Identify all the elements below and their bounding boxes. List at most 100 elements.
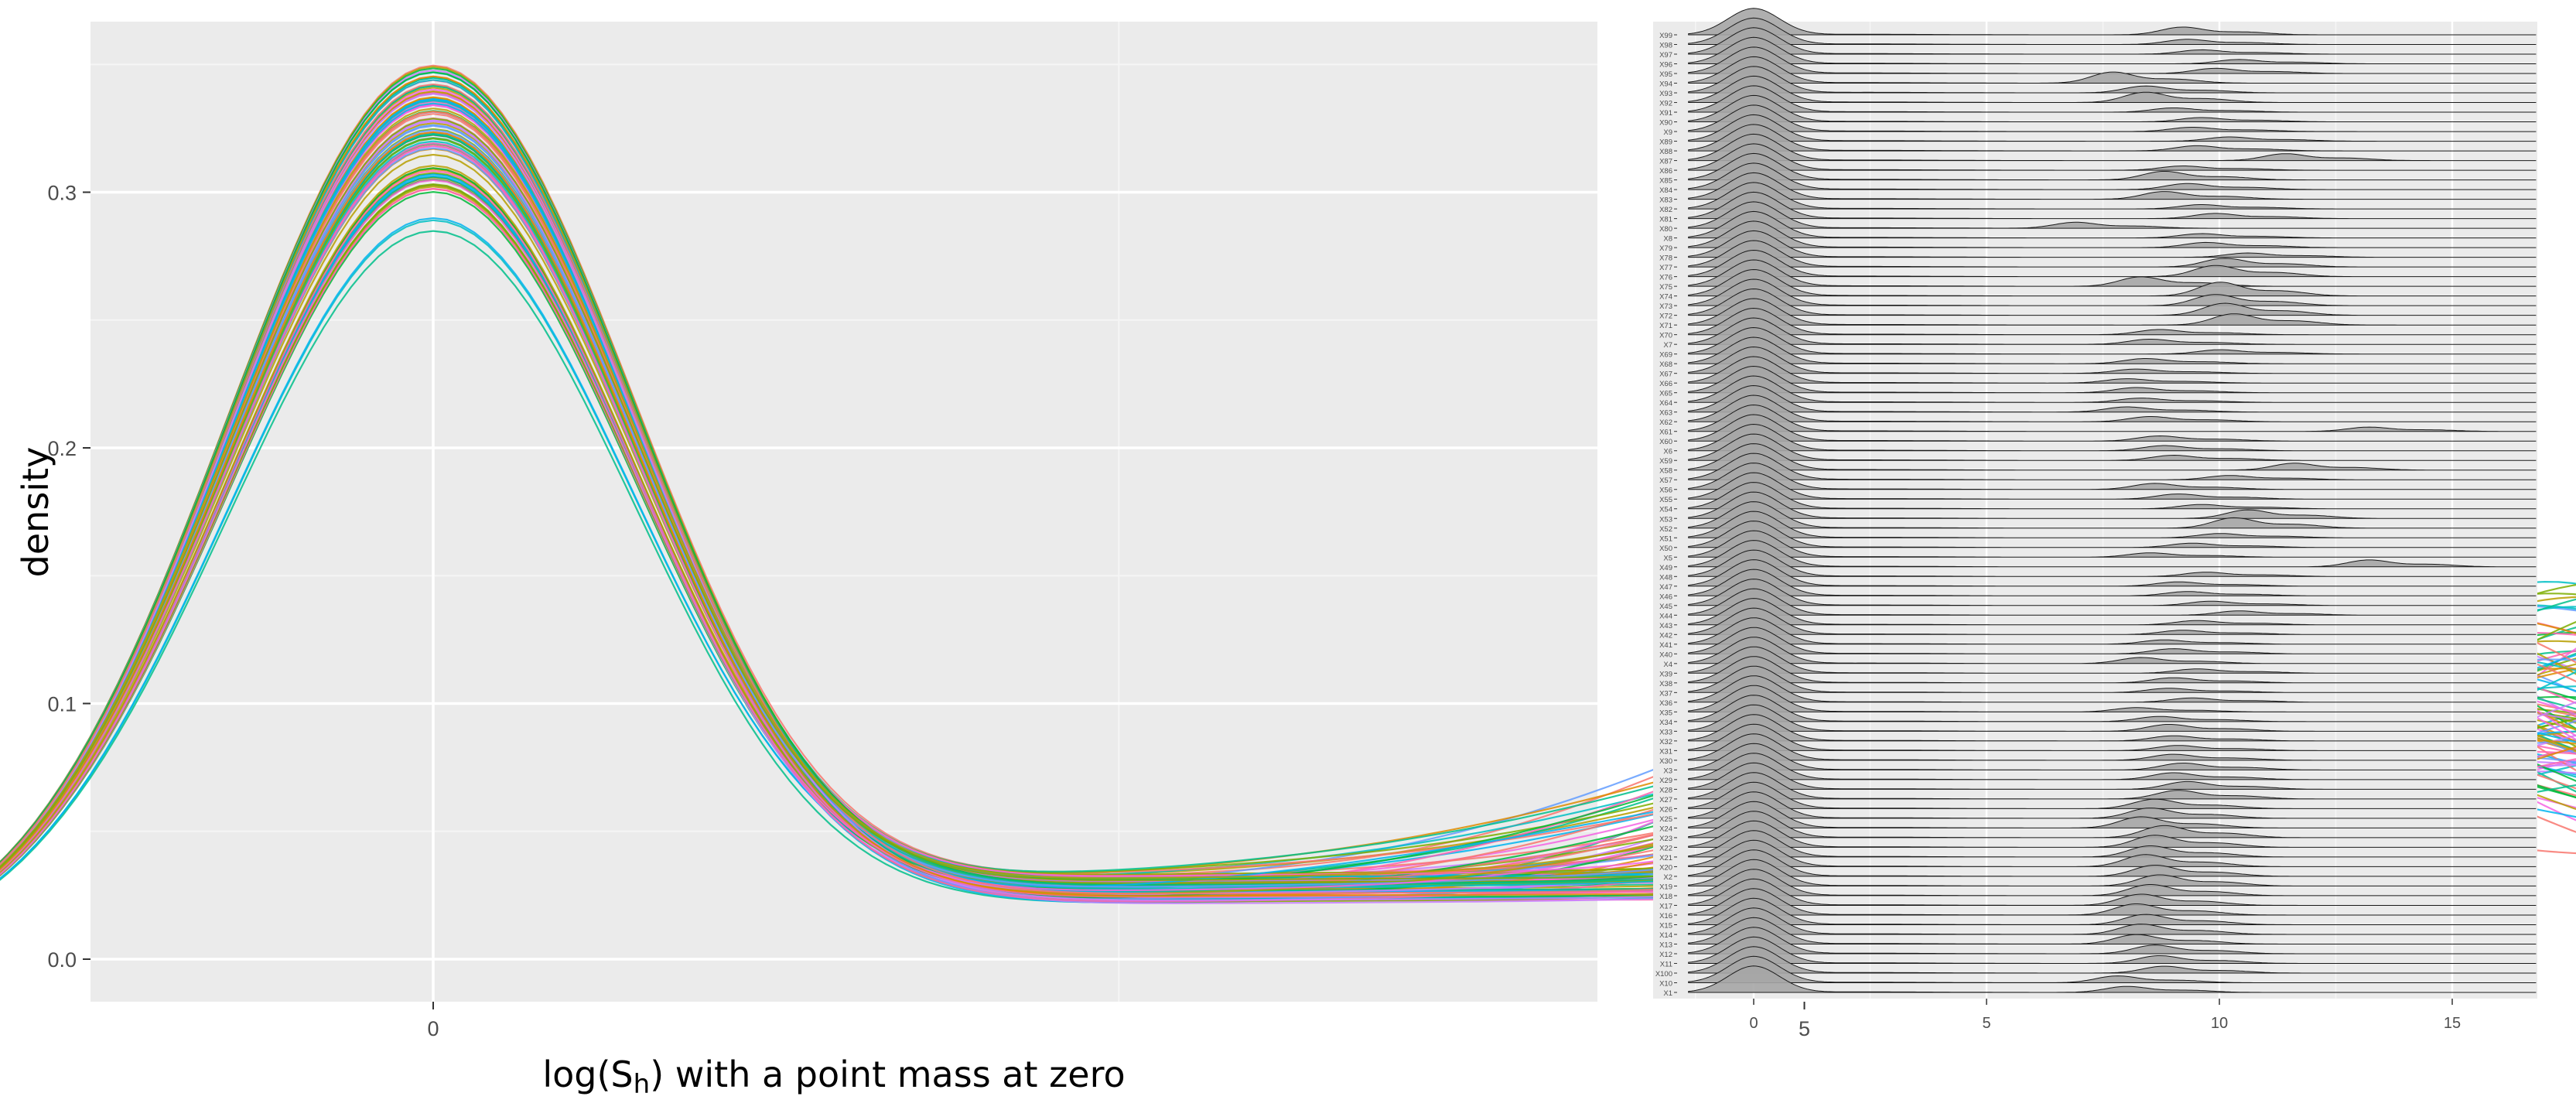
ridge-row-label: X48 [1659, 573, 1672, 582]
ridge-row-label: X68 [1659, 360, 1672, 369]
ridge-row-label: X51 [1659, 535, 1672, 543]
ridge-row-label: X20 [1659, 863, 1672, 872]
ridge-density [1688, 965, 2537, 993]
right-x-tick-label: 10 [2211, 1015, 2228, 1032]
ridge-row-label: X92 [1659, 100, 1672, 108]
ridge-row-label: X66 [1659, 380, 1672, 388]
ridge-row-label: X7 [1663, 341, 1672, 350]
ridge-row-label: X3 [1663, 767, 1672, 775]
ridge-row-label: X35 [1659, 709, 1672, 717]
left-plot-background [91, 22, 1597, 1002]
ridge-row-label: X89 [1659, 138, 1672, 147]
ridge-row-label: X2 [1663, 873, 1672, 882]
left-x-axis-title: log(Sh) with a point mass at zero [542, 1054, 1125, 1100]
ridge-row-label: X54 [1659, 506, 1672, 514]
ridge-row-label: X50 [1659, 545, 1672, 553]
ridge-row-label: X41 [1659, 641, 1672, 650]
left-y-tick-label: 0.0 [47, 948, 77, 972]
ridge-row-label: X13 [1659, 941, 1672, 949]
left-y-tick-label: 0.1 [47, 693, 77, 716]
ridge-row-label: X24 [1659, 825, 1672, 833]
ridge-row-label: X37 [1659, 689, 1672, 698]
ridge-row-label: X71 [1659, 322, 1672, 330]
x-title-rest: ) with a point mass at zero [650, 1054, 1125, 1095]
ridge-row-label: X77 [1659, 264, 1672, 272]
ridge-row-label: X5 [1663, 554, 1672, 562]
ridge-row-label: X18 [1659, 893, 1672, 901]
left-y-tick-label: 0.2 [47, 437, 77, 460]
ridge-row-label: X61 [1659, 429, 1672, 437]
ridge-row-label: X64 [1659, 399, 1672, 408]
ridge-row-label: X100 [1655, 970, 1672, 979]
ridge-row-label: X33 [1659, 728, 1672, 736]
ridge-row-label: X42 [1659, 631, 1672, 640]
ridge-row-label: X25 [1659, 815, 1672, 824]
ridge-row-label: X17 [1659, 902, 1672, 910]
ridge-row-label: X23 [1659, 835, 1672, 843]
ridge-row-label: X32 [1659, 738, 1672, 746]
ridge-row-label: X4 [1663, 661, 1672, 669]
right-x-tick-label: 0 [1749, 1015, 1758, 1032]
right-x-tick-label: 15 [2444, 1015, 2461, 1032]
ridge-row-label: X14 [1659, 931, 1672, 940]
right-x-tick-label: 5 [1982, 1015, 1990, 1032]
ridge-row-label: X40 [1659, 651, 1672, 659]
ridge-row-label: X53 [1659, 515, 1672, 524]
ridge-row-label: X62 [1659, 418, 1672, 427]
ridge-row-label: X76 [1659, 274, 1672, 282]
ridge-row-label: X99 [1659, 32, 1672, 40]
ridge-row-label: X59 [1659, 457, 1672, 466]
ridge-row-label: X9 [1663, 128, 1672, 137]
ridge-row-label: X74 [1659, 293, 1672, 302]
ridge-row-label: X70 [1659, 332, 1672, 340]
ridge-row-label: X45 [1659, 603, 1672, 611]
ridge-row-label: X86 [1659, 167, 1672, 176]
ridge-row-label: X29 [1659, 777, 1672, 785]
ridge-row-label: X88 [1659, 148, 1672, 156]
ridge-row-label: X12 [1659, 951, 1672, 959]
ridge-row-label: X95 [1659, 70, 1672, 79]
ridge-row-label: X57 [1659, 476, 1672, 485]
ridge-row-label: X28 [1659, 786, 1672, 794]
ridge-row-label: X6 [1663, 448, 1672, 456]
ridge-row-label: X73 [1659, 302, 1672, 311]
ridge-row-label: X69 [1659, 351, 1672, 360]
ridge-row-label: X47 [1659, 583, 1672, 592]
ridge-row-label: X31 [1659, 747, 1672, 756]
ridge-row-label: X26 [1659, 805, 1672, 814]
ridge-row-label: X46 [1659, 593, 1672, 601]
x-title-main: log(S [542, 1054, 633, 1095]
ridge-row-label: X44 [1659, 612, 1672, 620]
ridge-row-label: X82 [1659, 206, 1672, 214]
ridge-row-label: X94 [1659, 80, 1672, 89]
left-x-tick-label: 0 [427, 1017, 439, 1040]
ridge-row-label: X60 [1659, 438, 1672, 446]
right-axis-ticks: 0 5 10 15 [1749, 999, 2461, 1032]
ridge-row-label: X21 [1659, 854, 1672, 862]
ridge-row-label: X81 [1659, 216, 1672, 224]
ridge-row-label: X96 [1659, 61, 1672, 70]
ridge-row-label: X34 [1659, 719, 1672, 727]
ridge-row-label: X78 [1659, 254, 1672, 263]
ridge-row-label: X16 [1659, 912, 1672, 920]
ridge-row-label: X79 [1659, 244, 1672, 253]
ridge-row-label: X72 [1659, 313, 1672, 321]
left-grid [91, 22, 1806, 1002]
ridge-row-label: X52 [1659, 525, 1672, 534]
right-ridgelines [1688, 8, 2537, 993]
ridge-row-label: X80 [1659, 225, 1672, 234]
ridge-row-label: X83 [1659, 196, 1672, 205]
ridge-row-label: X36 [1659, 699, 1672, 708]
ridge-row-label: X98 [1659, 42, 1672, 50]
ridge-row-label: X43 [1659, 622, 1672, 630]
ridge-row-label: X30 [1659, 757, 1672, 766]
ridge-row-label: X22 [1659, 844, 1672, 852]
ridge-row-label: X49 [1659, 564, 1672, 572]
ridge-row-label: X67 [1659, 371, 1672, 379]
ridge-row-label: X1 [1663, 989, 1672, 998]
ridge-row-label: X39 [1659, 670, 1672, 678]
ridge-row-label: X65 [1659, 390, 1672, 398]
